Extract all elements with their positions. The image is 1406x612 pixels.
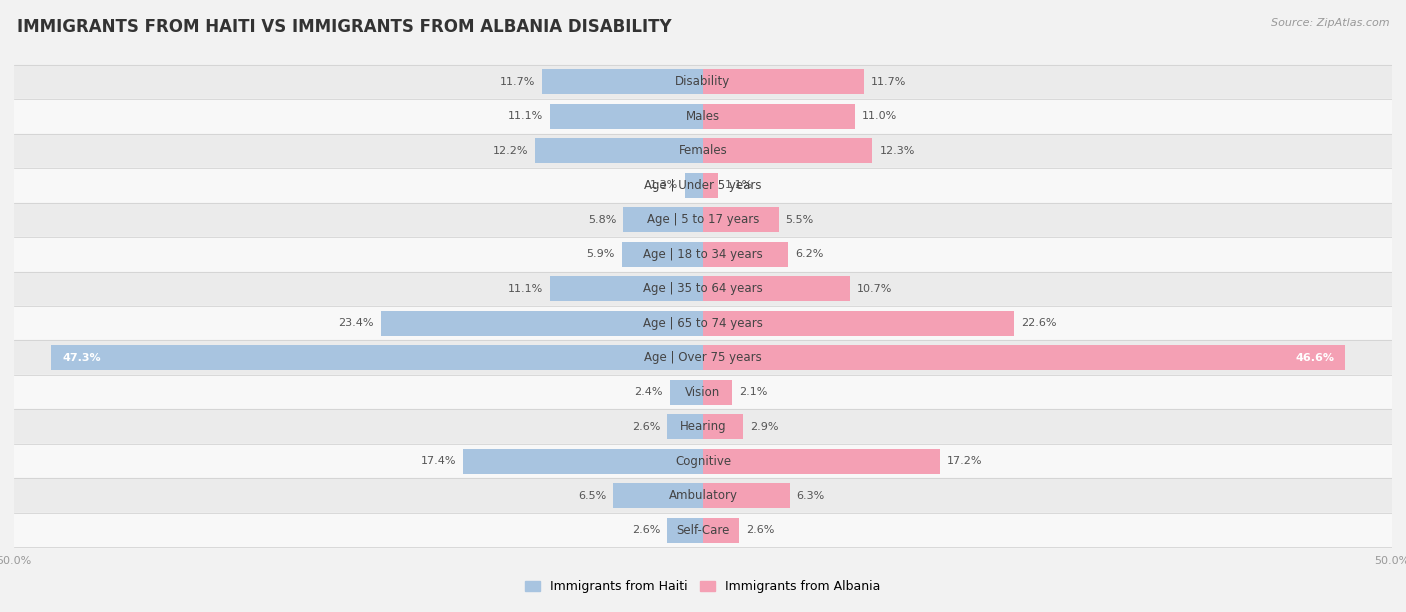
Text: Cognitive: Cognitive [675, 455, 731, 468]
Bar [668, 518, 703, 542]
Bar [51, 345, 703, 370]
Bar [550, 104, 703, 129]
Text: 47.3%: 47.3% [62, 353, 101, 363]
Bar [14, 99, 1392, 133]
Text: Age | 5 to 17 years: Age | 5 to 17 years [647, 214, 759, 226]
Bar [14, 479, 1392, 513]
Bar [703, 70, 865, 94]
Bar [14, 340, 1392, 375]
Bar [14, 513, 1392, 547]
Bar [668, 414, 703, 439]
Bar [621, 242, 703, 267]
Bar [14, 237, 1392, 272]
Text: 2.6%: 2.6% [631, 525, 661, 535]
Bar [703, 449, 941, 474]
Text: Age | 18 to 34 years: Age | 18 to 34 years [643, 248, 763, 261]
Text: 2.6%: 2.6% [631, 422, 661, 431]
Text: 22.6%: 22.6% [1021, 318, 1057, 328]
Bar [703, 345, 1346, 370]
Bar [14, 168, 1392, 203]
Text: 23.4%: 23.4% [339, 318, 374, 328]
Bar [703, 242, 789, 267]
Bar [534, 138, 703, 163]
Text: 6.3%: 6.3% [797, 491, 825, 501]
Bar [14, 444, 1392, 479]
Text: 5.5%: 5.5% [786, 215, 814, 225]
Bar [14, 375, 1392, 409]
Bar [703, 483, 790, 508]
Text: 46.6%: 46.6% [1295, 353, 1334, 363]
Bar [703, 311, 1014, 335]
Text: 2.6%: 2.6% [745, 525, 775, 535]
Bar [669, 380, 703, 405]
Text: Age | 35 to 64 years: Age | 35 to 64 years [643, 282, 763, 295]
Bar [613, 483, 703, 508]
Bar [14, 203, 1392, 237]
Text: Hearing: Hearing [679, 420, 727, 433]
Bar [703, 414, 742, 439]
Text: 5.9%: 5.9% [586, 249, 614, 259]
Bar [703, 138, 873, 163]
Text: 12.2%: 12.2% [492, 146, 529, 156]
Text: 1.3%: 1.3% [650, 181, 678, 190]
Text: 11.1%: 11.1% [508, 284, 543, 294]
Text: 17.2%: 17.2% [946, 456, 983, 466]
Bar [703, 104, 855, 129]
Text: Age | Over 75 years: Age | Over 75 years [644, 351, 762, 364]
Bar [14, 306, 1392, 340]
Bar [14, 272, 1392, 306]
Bar [703, 518, 738, 542]
Bar [703, 207, 779, 232]
Text: 10.7%: 10.7% [858, 284, 893, 294]
Bar [703, 277, 851, 301]
Bar [14, 133, 1392, 168]
Text: Source: ZipAtlas.com: Source: ZipAtlas.com [1271, 18, 1389, 28]
Text: Females: Females [679, 144, 727, 157]
Text: 12.3%: 12.3% [879, 146, 915, 156]
Text: 11.7%: 11.7% [872, 77, 907, 87]
Bar [381, 311, 703, 335]
Text: Ambulatory: Ambulatory [668, 489, 738, 502]
Bar [541, 70, 703, 94]
Text: 2.1%: 2.1% [738, 387, 768, 397]
Text: Disability: Disability [675, 75, 731, 88]
Bar [703, 380, 733, 405]
Text: 2.9%: 2.9% [749, 422, 779, 431]
Bar [14, 65, 1392, 99]
Text: 11.1%: 11.1% [508, 111, 543, 121]
Text: Age | Under 5 years: Age | Under 5 years [644, 179, 762, 192]
Text: Males: Males [686, 110, 720, 123]
Bar [703, 173, 718, 198]
Text: 5.8%: 5.8% [588, 215, 616, 225]
Text: 2.4%: 2.4% [634, 387, 664, 397]
Text: IMMIGRANTS FROM HAITI VS IMMIGRANTS FROM ALBANIA DISABILITY: IMMIGRANTS FROM HAITI VS IMMIGRANTS FROM… [17, 18, 672, 36]
Text: 11.7%: 11.7% [499, 77, 534, 87]
Text: 1.1%: 1.1% [725, 181, 754, 190]
Text: 17.4%: 17.4% [420, 456, 457, 466]
Bar [463, 449, 703, 474]
Text: 11.0%: 11.0% [862, 111, 897, 121]
Text: 6.5%: 6.5% [578, 491, 606, 501]
Text: Vision: Vision [685, 386, 721, 398]
Bar [623, 207, 703, 232]
Bar [14, 409, 1392, 444]
Bar [685, 173, 703, 198]
Bar [550, 277, 703, 301]
Text: Age | 65 to 74 years: Age | 65 to 74 years [643, 317, 763, 330]
Legend: Immigrants from Haiti, Immigrants from Albania: Immigrants from Haiti, Immigrants from A… [520, 575, 886, 599]
Text: Self-Care: Self-Care [676, 524, 730, 537]
Text: 6.2%: 6.2% [796, 249, 824, 259]
